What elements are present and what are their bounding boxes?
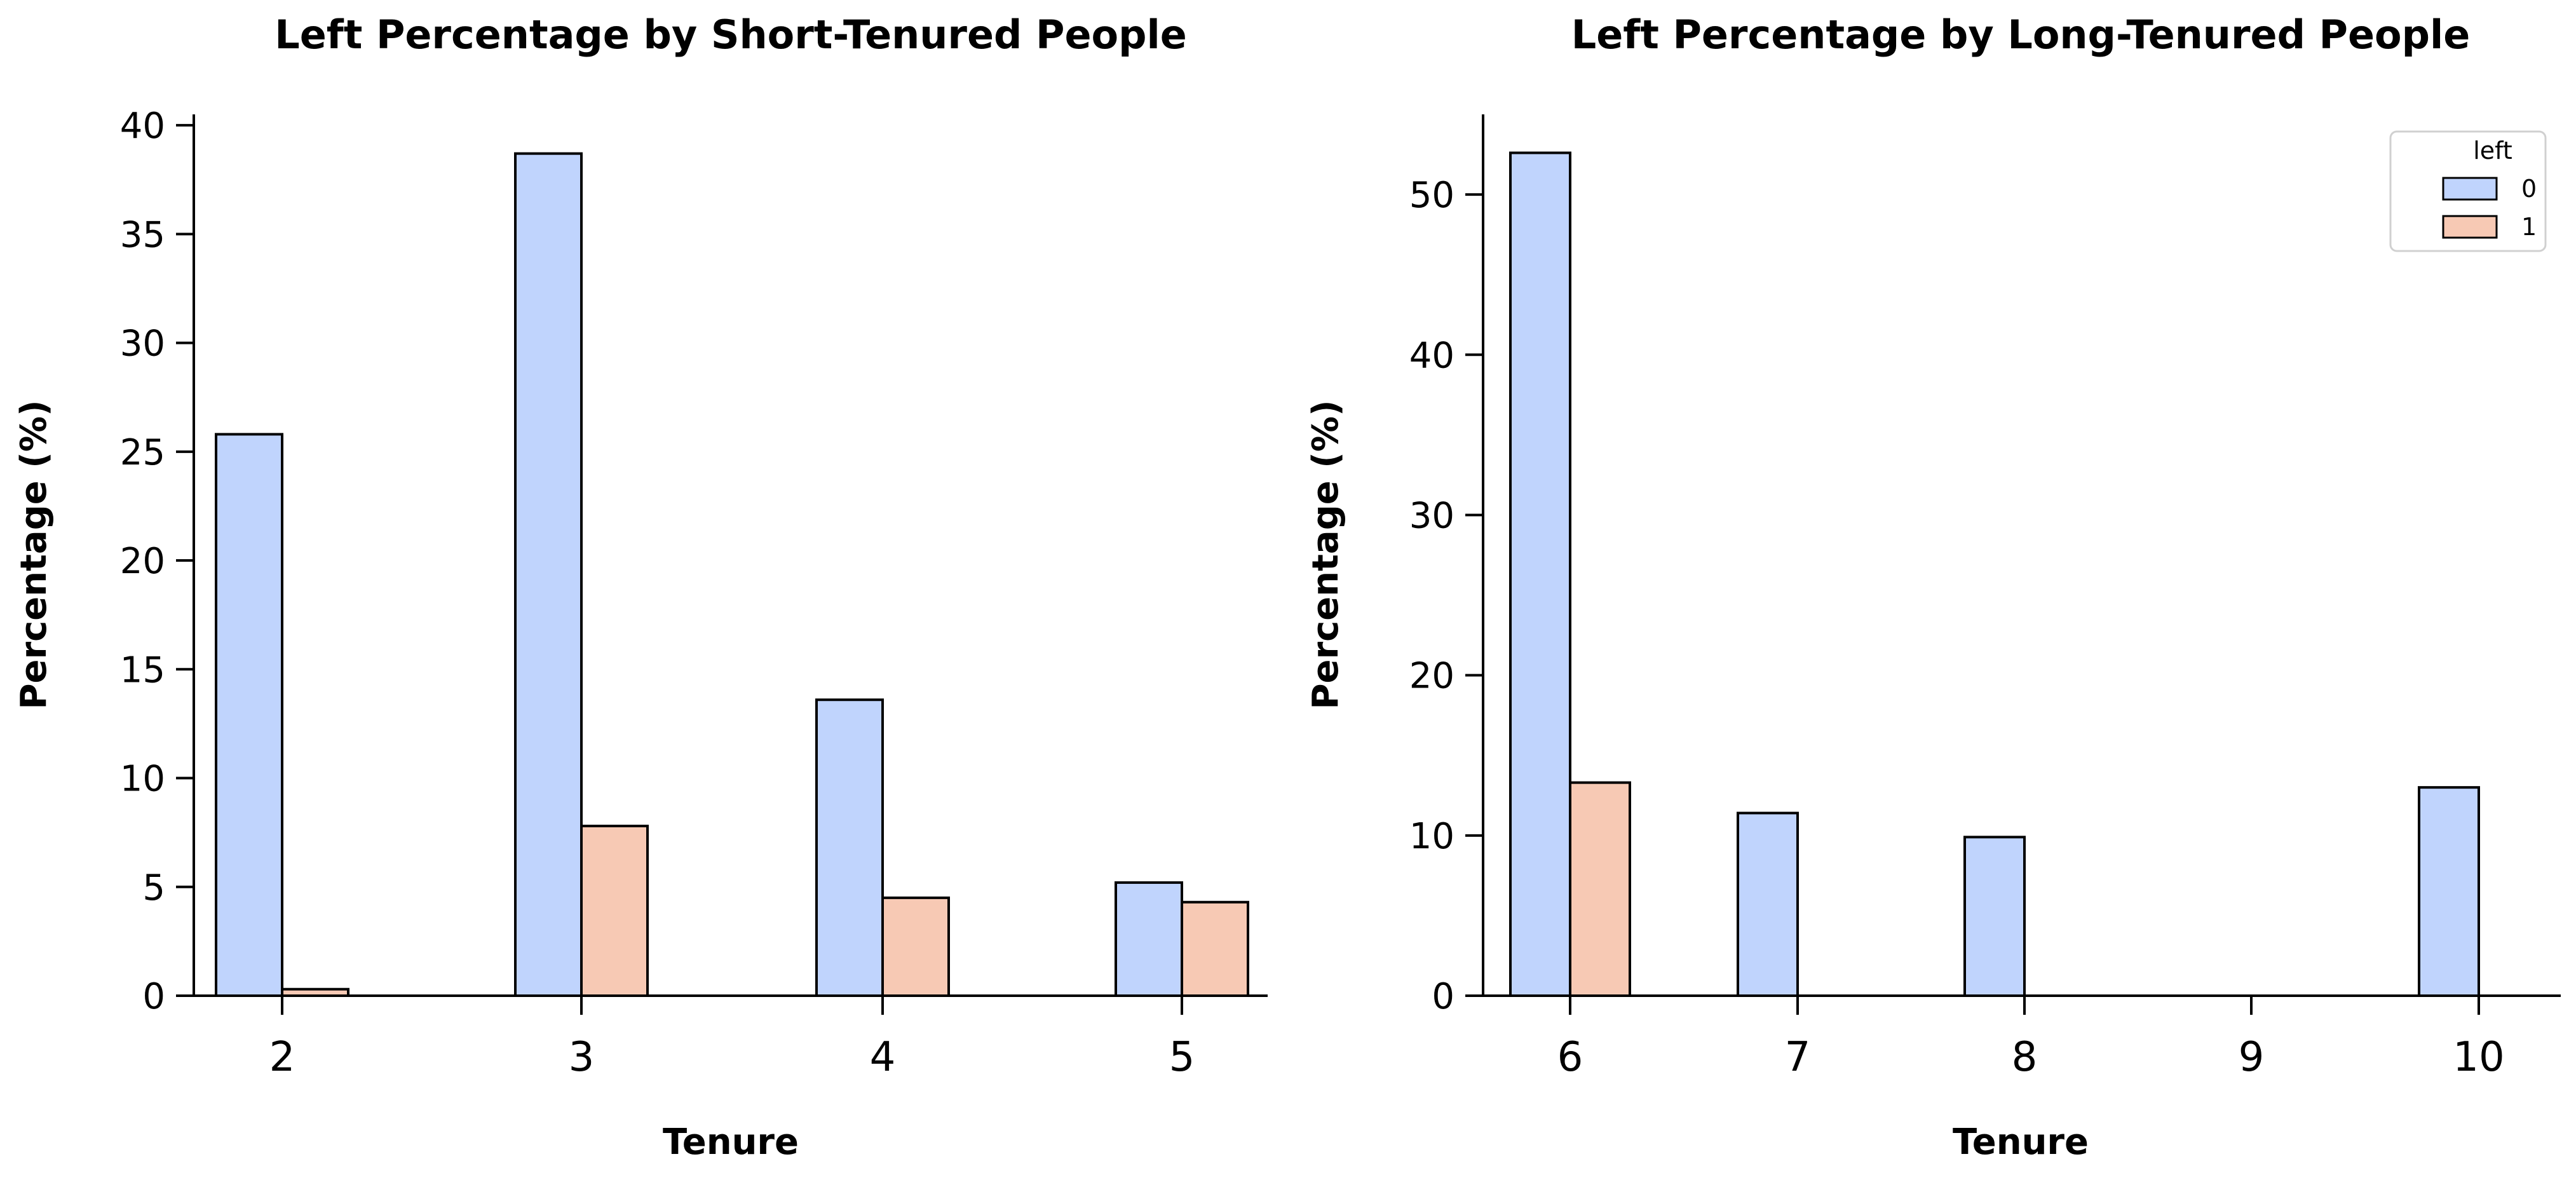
y-tick-label: 0 [1432,976,1454,1017]
legend-entry-0: 0 [2521,175,2537,203]
legend-swatch-0 [2442,177,2498,201]
x-ticks: 2 3 4 5 [269,996,1195,1081]
bar-tenure-4-left-1 [881,896,950,998]
chart-title: Left Percentage by Short-Tenured People [275,11,1187,58]
y-tick-label: 30 [120,323,165,365]
bar-tenure-3-left-1 [580,824,649,997]
legend-swatch-1 [2442,215,2498,239]
bar-tenure-7-left-0 [1737,811,1799,997]
bar-tenure-5-left-1 [1181,900,1249,998]
x-tick-label: 5 [1169,1034,1195,1081]
y-ticks: 0 10 20 30 40 50 [1409,175,1483,1017]
x-axis-label: Tenure [663,1122,799,1163]
bar-tenure-8-left-0 [1963,836,2026,997]
y-tick-label: 5 [142,867,165,909]
chart-title: Left Percentage by Long-Tenured People [1571,11,2471,58]
x-tick-label: 4 [870,1034,896,1081]
x-tick-label: 6 [1557,1034,1583,1081]
x-tick-label: 9 [2239,1034,2265,1081]
y-tick-label: 40 [120,105,165,147]
bar-tenure-6-left-0 [1509,151,1571,997]
y-axis-label: Percentage (%) [1305,400,1346,709]
y-tick-label: 10 [120,759,165,800]
x-tick-label: 8 [2012,1034,2038,1081]
x-tick-label: 7 [1785,1034,1811,1081]
bar-tenure-3-left-0 [514,152,583,998]
bar-tenure-5-left-0 [1115,881,1183,997]
y-ticks: 0 5 10 15 20 25 30 35 40 [120,105,194,1017]
x-tick-label: 10 [2453,1034,2504,1081]
bar-group [1509,151,2480,998]
y-tick-label: 0 [142,976,165,1017]
y-tick-label: 35 [120,214,165,255]
y-tick-label: 30 [1409,495,1454,536]
chart-short-tenured: Left Percentage by Short-Tenured People … [13,11,1268,1163]
bar-tenure-4-left-0 [815,698,884,997]
legend: left 0 1 [2389,130,2547,252]
bar-tenure-6-left-1 [1569,781,1631,997]
legend-title: left [2473,137,2512,165]
x-tick-label: 2 [269,1034,295,1081]
x-axis-label: Tenure [1953,1122,2089,1163]
bar-group [215,152,1249,998]
legend-entry-1: 1 [2521,213,2537,241]
bar-tenure-2-left-0 [215,433,283,997]
x-ticks: 6 7 8 9 10 [1557,996,2505,1081]
y-tick-label: 20 [120,541,165,582]
y-tick-label: 15 [120,649,165,691]
y-axis-label: Percentage (%) [13,400,55,709]
x-tick-label: 3 [569,1034,595,1081]
y-tick-label: 50 [1409,175,1454,216]
y-tick-label: 25 [120,432,165,473]
y-tick-label: 10 [1409,816,1454,857]
y-tick-label: 40 [1409,335,1454,376]
bar-tenure-10-left-0 [2418,786,2480,998]
chart-long-tenured: Left Percentage by Long-Tenured People 0… [1305,11,2561,1163]
y-tick-label: 20 [1409,656,1454,697]
